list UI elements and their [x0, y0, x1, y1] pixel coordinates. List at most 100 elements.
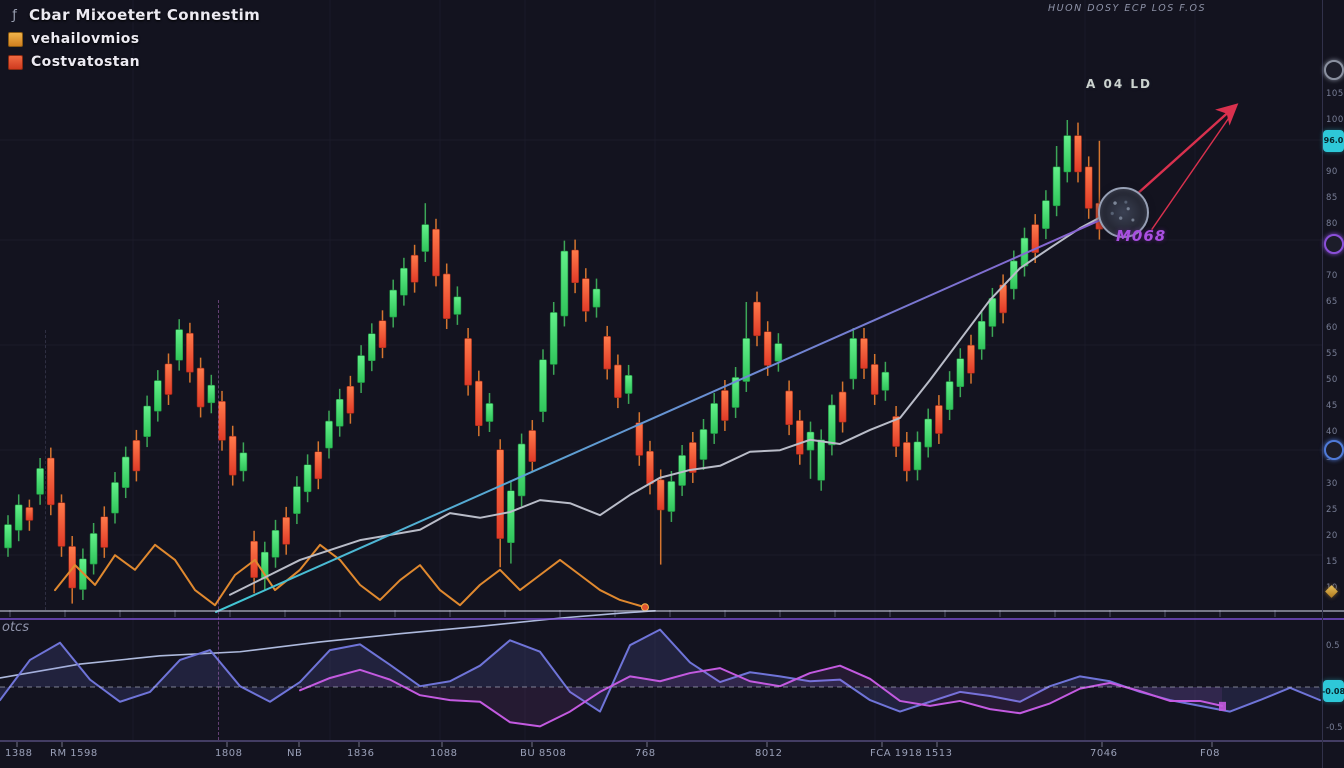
candle-body — [817, 439, 826, 481]
legend-item-orange[interactable]: vehailovmios — [8, 31, 260, 47]
candle-body — [36, 468, 44, 495]
candle-body — [753, 301, 761, 337]
candle-body — [389, 289, 398, 318]
candle-body — [143, 405, 151, 437]
time-axis-label: BU 8508 — [520, 748, 567, 759]
candle-body — [432, 228, 440, 277]
candle-body — [239, 452, 248, 472]
osc-magenta-line — [299, 664, 1223, 728]
trendline-red-inner — [1151, 114, 1232, 230]
candle-body — [282, 516, 291, 545]
time-axis-label: 1088 — [430, 748, 458, 759]
trendline-rising — [215, 212, 1117, 613]
candle-body — [710, 403, 719, 434]
candle-body — [400, 267, 408, 296]
vertical-gridline-dashed — [45, 330, 46, 610]
candle-body — [881, 371, 890, 391]
price-axis-label: 105 — [1326, 89, 1344, 99]
candle-body — [913, 441, 922, 471]
osc-light-line — [0, 609, 656, 679]
trendline-red — [1126, 103, 1239, 204]
candle-body — [421, 224, 430, 252]
candle-body — [924, 418, 933, 448]
candle-body — [688, 442, 697, 473]
candle-body — [4, 524, 12, 549]
candle-body — [549, 312, 558, 365]
price-axis-label: 100 — [1326, 115, 1344, 125]
candle-body — [528, 430, 537, 462]
candle-body — [186, 332, 194, 373]
price-axis-label: 55 — [1326, 349, 1338, 359]
candle-body — [378, 320, 387, 349]
candle-body — [1084, 166, 1093, 209]
candle-body — [742, 338, 751, 382]
candle-body — [89, 533, 98, 565]
legend-item-red[interactable]: Costvatostan — [8, 54, 260, 70]
candle-body — [121, 456, 130, 488]
candle-body — [453, 296, 462, 315]
time-axis-label: 7046 — [1090, 748, 1118, 759]
candle-body — [357, 355, 365, 383]
candle-body — [325, 420, 333, 449]
candle-body — [303, 464, 312, 493]
time-axis-label: 1808 — [215, 748, 243, 759]
oscillator-fill — [300, 665, 1222, 727]
candle-body — [175, 329, 183, 361]
candle-body — [293, 486, 301, 514]
price-axis-label: 25 — [1326, 505, 1338, 515]
candle-body — [614, 364, 622, 398]
candle-body — [592, 288, 601, 308]
panel-separator-light[interactable] — [0, 610, 1344, 612]
candle-body — [271, 529, 280, 558]
time-axis-label: RM 1598 — [50, 748, 98, 759]
legend-label: vehailovmios — [31, 31, 140, 47]
legend-label: Cbar Mixoetert Connestim — [29, 6, 261, 24]
gray-price-marker — [1324, 60, 1344, 80]
candle-body — [892, 416, 900, 447]
ma-gray — [229, 210, 1113, 596]
candle-body — [46, 457, 55, 506]
oscillator-fill — [0, 629, 1320, 712]
candle-body — [624, 375, 633, 394]
candle-body — [14, 504, 23, 531]
price-axis-label: 20 — [1326, 531, 1338, 541]
candle-body — [496, 449, 505, 539]
vertical-crosshair-line — [218, 300, 219, 740]
time-axis-label: 8012 — [755, 748, 783, 759]
candle-body — [635, 422, 644, 456]
candle-body — [699, 429, 708, 460]
ma-orange — [54, 543, 646, 609]
price-axis-label: 60 — [1326, 323, 1338, 333]
legend-label: Costvatostan — [31, 54, 141, 70]
candle-body — [111, 482, 119, 514]
time-axis-label: FCA 1918 — [870, 748, 923, 759]
blue-price-marker — [1324, 439, 1344, 460]
candle-body — [517, 443, 526, 497]
candle-body — [1074, 135, 1082, 173]
waveform-icon: ƒ — [12, 7, 17, 23]
candle-body — [860, 338, 868, 369]
candle-body — [314, 451, 323, 480]
candle-body — [902, 442, 911, 472]
candle-body — [945, 381, 954, 410]
oscillator-value-tag[interactable]: -0.08 — [1322, 680, 1344, 703]
candle-body — [1031, 224, 1039, 253]
chart-event-badge[interactable] — [1098, 187, 1149, 238]
candle-body — [485, 403, 494, 422]
candle-body — [870, 364, 879, 395]
badge-annotation-label: M068 — [1116, 227, 1167, 245]
candle-body — [25, 507, 34, 521]
price-axis-label: 70 — [1326, 271, 1338, 281]
last-price-tag[interactable]: 96.0 — [1323, 129, 1344, 152]
candle-body — [977, 320, 986, 350]
candle-body — [1042, 200, 1050, 229]
candle-body — [464, 338, 472, 386]
purple-price-marker — [1324, 234, 1344, 255]
osc-blue-line — [0, 628, 1321, 713]
indicator-panel-label: otcs — [2, 620, 29, 635]
candle-body — [763, 331, 772, 366]
candle-body — [656, 479, 665, 511]
legend-item-main[interactable]: ƒ Cbar Mixoetert Connestim — [8, 6, 260, 24]
candle-body — [560, 250, 569, 317]
